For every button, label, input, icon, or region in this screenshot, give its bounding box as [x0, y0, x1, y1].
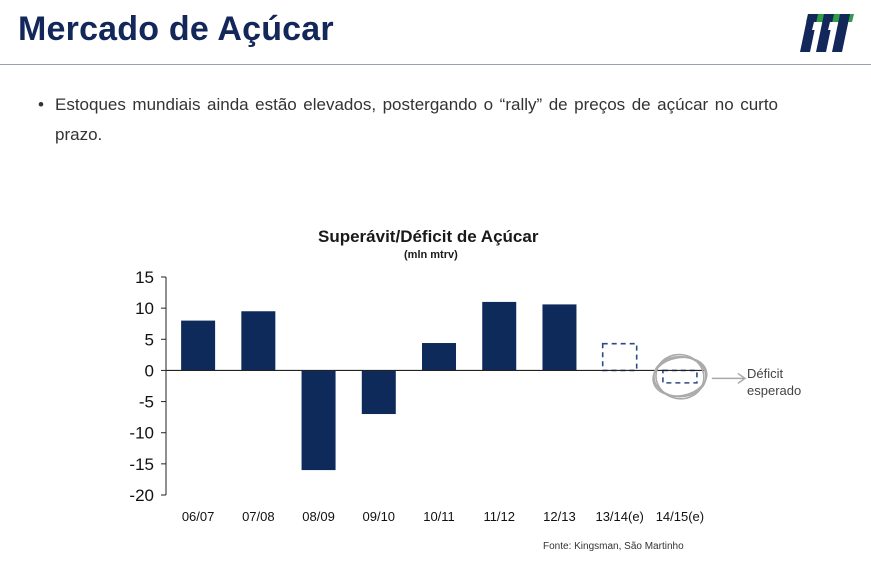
deficit-annotation: Déficit esperado [747, 365, 801, 399]
y-tick-label: 10 [135, 299, 154, 318]
source-note: Fonte: Kingsman, São Martinho [543, 541, 684, 552]
x-tick-label: 14/15(e) [656, 509, 704, 524]
bar [361, 370, 396, 415]
bar [482, 301, 517, 371]
x-tick-label: 13/14(e) [595, 509, 643, 524]
y-tick-label: -10 [129, 424, 154, 443]
y-tick-label: 5 [145, 330, 154, 349]
x-tick-label: 06/07 [182, 509, 215, 524]
x-tick-label: 10/11 [423, 509, 455, 524]
x-tick-label: 11/12 [483, 509, 515, 524]
bar [241, 311, 276, 371]
bar-estimated [601, 342, 638, 372]
page-title: Mercado de Açúcar [18, 10, 334, 48]
bar-estimated [662, 369, 698, 384]
annotation-arrow-head [737, 372, 747, 385]
y-tick-label: 0 [145, 361, 154, 380]
x-tick-label: 09/10 [363, 509, 396, 524]
y-tick-label: -15 [129, 455, 154, 474]
y-tick-label: 15 [135, 268, 154, 287]
annotation-circle [652, 356, 708, 397]
y-tick-label: -5 [139, 393, 154, 412]
bullet-point: • Estoques mundiais ainda estão elevados… [38, 90, 778, 150]
annotation-circle [655, 353, 705, 400]
annotation-line-1: Déficit [747, 366, 784, 381]
bar [422, 343, 457, 371]
bar [301, 370, 336, 471]
x-tick-label: 07/08 [242, 509, 275, 524]
x-tick-label: 12/13 [543, 509, 576, 524]
header-divider [0, 64, 871, 65]
annotation-line-2: esperado [747, 383, 802, 398]
bar [181, 320, 216, 371]
bar [542, 304, 577, 371]
x-tick-label: 08/09 [302, 509, 335, 524]
company-logo-icon [800, 14, 854, 52]
y-tick-label: -20 [129, 486, 154, 505]
bullet-text: Estoques mundiais ainda estão elevados, … [55, 95, 778, 144]
chart-subtitle: (mln mtrv) [404, 249, 458, 261]
bullet-marker: • [38, 95, 44, 114]
chart-title: Superávit/Déficit de Açúcar [318, 227, 539, 246]
